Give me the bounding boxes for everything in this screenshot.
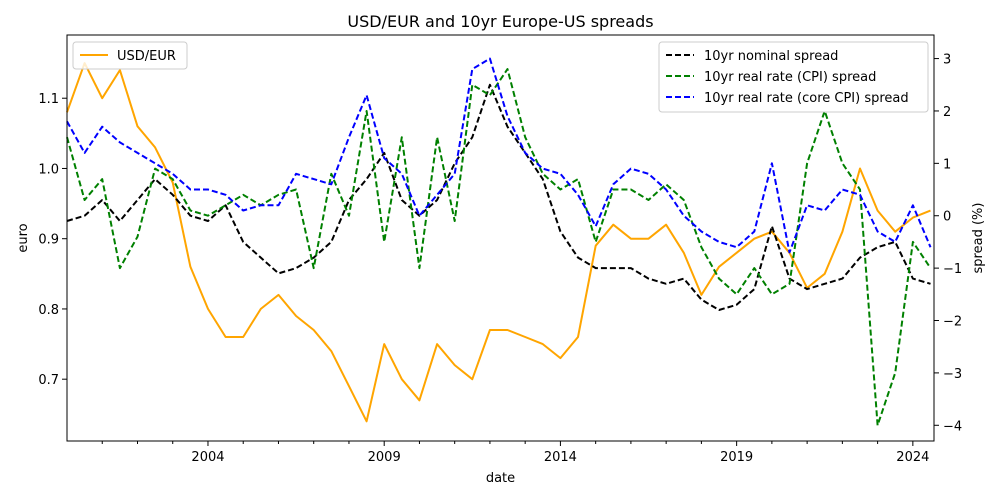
series-line-10yr-nominal-spread <box>66 83 931 311</box>
x-axis-label: date <box>486 471 515 486</box>
left-tick-label: 1.1 <box>38 92 59 107</box>
series-line-usd-eur <box>66 62 931 423</box>
plot-frame <box>66 34 935 442</box>
right-tick-label: −2 <box>943 315 962 330</box>
legend-label-usd-eur: USD/EUR <box>117 49 176 64</box>
legend-left-box <box>72 41 188 70</box>
left-axis-ticks: 0.7 0.8 0.9 1.0 1.1 <box>38 92 67 388</box>
right-tick-label: 3 <box>943 53 951 68</box>
right-tick-label: 2 <box>943 105 951 120</box>
right-tick-label: −3 <box>943 367 962 382</box>
x-tick-label: 2004 <box>191 450 224 465</box>
left-tick-label: 0.8 <box>38 303 59 318</box>
left-tick-label: 0.7 <box>38 373 59 388</box>
right-tick-label: −1 <box>943 262 962 277</box>
x-tick-label: 2024 <box>896 450 929 465</box>
legend-label-nominal-spread: 10yr nominal spread <box>704 49 838 64</box>
x-tick-label: 2019 <box>720 450 753 465</box>
x-tick-label: 2014 <box>544 450 577 465</box>
left-tick-label: 1.0 <box>38 162 59 177</box>
left-tick-label: 0.9 <box>38 233 59 248</box>
right-tick-label: 1 <box>943 157 951 172</box>
series-line-10yr-real-rate-cpi-spread <box>66 68 932 427</box>
legend-right: 10yr nominal spread 10yr real rate (CPI)… <box>658 41 929 113</box>
legend-left: USD/EUR <box>72 41 188 70</box>
left-axis-label: euro <box>16 223 31 252</box>
legend-label-cpi-spread: 10yr real rate (CPI) spread <box>704 70 876 85</box>
legend-right-box <box>658 41 929 113</box>
x-axis-ticks: 2004 2009 2014 2019 2024 <box>101 441 929 465</box>
series-layer <box>66 57 932 427</box>
right-tick-label: 0 <box>943 210 951 225</box>
x-tick-label: 2009 <box>368 450 401 465</box>
right-axis-label: spread (%) <box>971 203 986 274</box>
right-tick-label: −4 <box>943 419 962 434</box>
series-line-10yr-real-rate-core-cpi-spread <box>66 57 932 254</box>
legend-label-core-cpi-spread: 10yr real rate (core CPI) spread <box>704 91 909 106</box>
chart-title: USD/EUR and 10yr Europe-US spreads <box>347 12 653 31</box>
right-axis-ticks: −4 −3 −2 −1 0 1 2 3 <box>934 53 962 434</box>
